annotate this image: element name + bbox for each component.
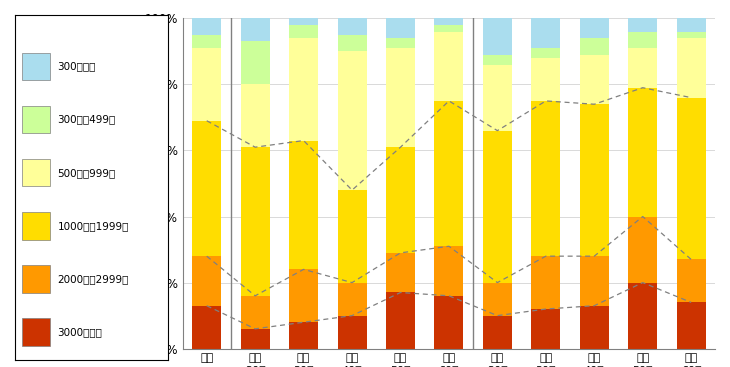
Bar (531, 101, 561, 256)
Bar (386, 38, 415, 48)
Text: 1000円～1999円: 1000円～1999円 (58, 221, 129, 231)
Bar (192, 18, 221, 35)
Bar (629, 283, 657, 349)
Bar (677, 18, 706, 32)
Bar (677, 38, 706, 98)
Bar (22, 52, 50, 80)
Bar (192, 35, 221, 48)
Bar (22, 106, 50, 133)
Bar (531, 58, 561, 101)
Bar (483, 131, 512, 283)
Bar (22, 159, 50, 186)
Bar (337, 283, 366, 316)
Bar (531, 18, 561, 48)
Bar (241, 147, 269, 296)
Text: 3000円以上: 3000円以上 (58, 327, 102, 337)
Bar (386, 147, 415, 253)
Bar (434, 25, 464, 32)
Bar (289, 25, 318, 38)
Bar (289, 322, 318, 349)
Bar (337, 35, 366, 51)
Bar (677, 302, 706, 349)
Bar (192, 48, 221, 121)
Bar (434, 18, 464, 25)
Bar (580, 256, 609, 306)
Bar (629, 48, 657, 88)
Bar (434, 296, 464, 349)
Bar (580, 18, 609, 38)
Bar (289, 269, 318, 322)
Bar (22, 265, 50, 293)
Bar (483, 18, 512, 55)
Bar (580, 306, 609, 349)
Bar (192, 306, 221, 349)
Bar (483, 55, 512, 65)
Bar (337, 18, 366, 35)
Bar (241, 84, 269, 147)
Bar (483, 316, 512, 349)
Bar (531, 256, 561, 309)
Bar (386, 48, 415, 147)
Bar (580, 104, 609, 256)
Bar (531, 309, 561, 349)
Bar (629, 32, 657, 48)
Bar (289, 18, 318, 25)
Bar (434, 32, 464, 101)
Bar (241, 41, 269, 84)
Bar (629, 18, 657, 32)
Bar (241, 18, 269, 41)
Bar (629, 88, 657, 217)
Bar (386, 18, 415, 38)
Text: 300円未満: 300円未満 (58, 61, 96, 72)
Bar (677, 98, 706, 259)
Bar (434, 246, 464, 296)
Bar (192, 256, 221, 306)
Bar (386, 253, 415, 292)
Bar (192, 121, 221, 256)
Bar (337, 51, 366, 190)
Bar (289, 141, 318, 269)
Bar (531, 48, 561, 58)
Text: 500円～999円: 500円～999円 (58, 168, 116, 178)
Bar (386, 292, 415, 349)
Bar (22, 318, 50, 346)
Bar (483, 283, 512, 316)
Bar (677, 32, 706, 38)
Bar (580, 38, 609, 55)
Text: 2000円～2999円: 2000円～2999円 (58, 274, 129, 284)
Bar (580, 55, 609, 104)
Bar (241, 296, 269, 329)
Bar (337, 190, 366, 283)
Text: 300円～499円: 300円～499円 (58, 115, 116, 124)
Bar (677, 259, 706, 302)
Bar (241, 329, 269, 349)
Bar (289, 38, 318, 141)
Bar (483, 65, 512, 131)
Bar (629, 217, 657, 283)
Bar (337, 316, 366, 349)
Bar (434, 101, 464, 246)
Bar (22, 212, 50, 240)
